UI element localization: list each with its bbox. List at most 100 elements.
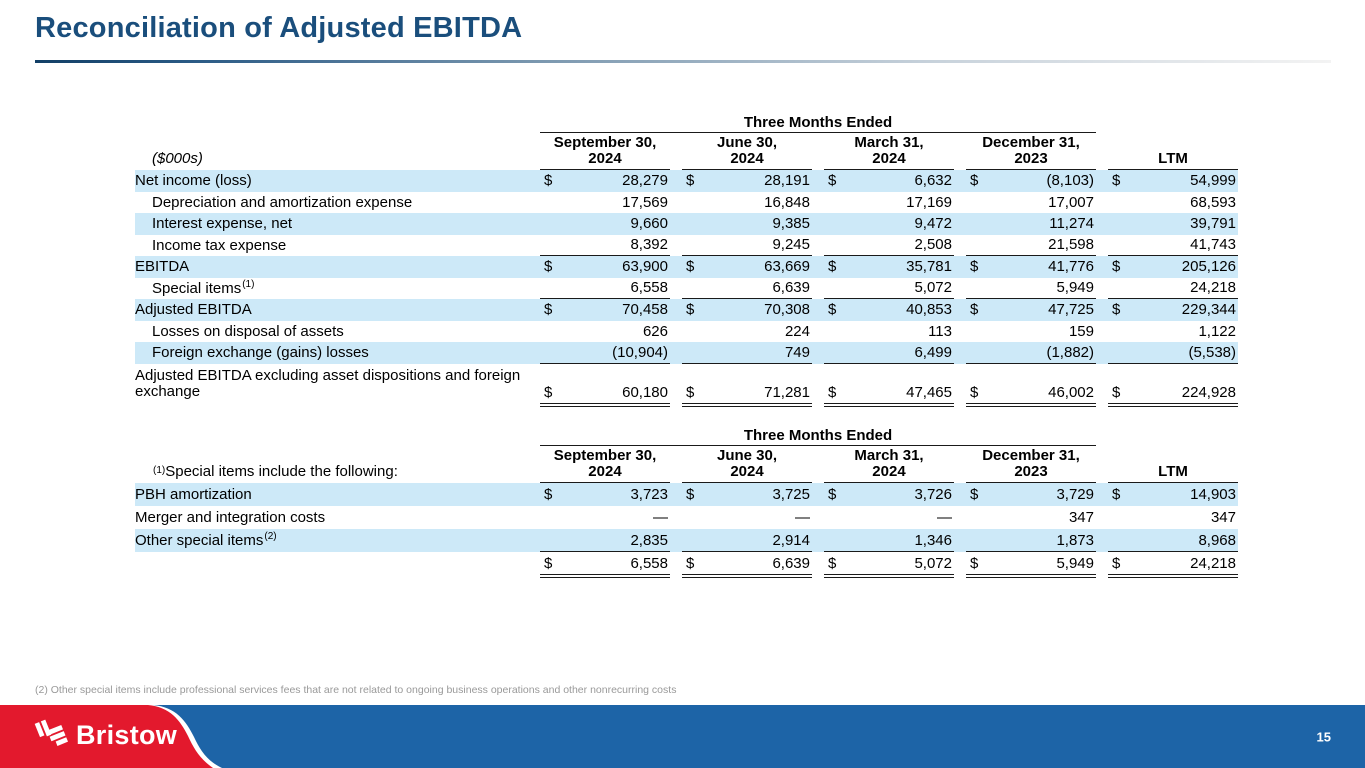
table-row: $6,558 $6,639 $5,072 $5,949 $24,218 <box>135 552 1238 578</box>
cell-value: 71,281 <box>764 383 810 401</box>
cell-value: 1,346 <box>914 531 952 549</box>
currency-symbol: $ <box>828 486 837 503</box>
cell-value: 24,218 <box>1190 279 1236 297</box>
value-cell: $71,281 <box>670 364 812 407</box>
table-row: Foreign exchange (gains) losses (10,904) 7… <box>135 342 1238 364</box>
value-cell: 9,472 <box>812 213 954 235</box>
table-group-header-row: Three Months Ended <box>135 113 1238 133</box>
cell-value: 63,900 <box>622 258 668 276</box>
row-label: Foreign exchange (gains) losses <box>152 344 369 362</box>
column-header: March 31, 2024 <box>812 446 954 483</box>
value-cell: 17,569 <box>528 192 670 214</box>
value-cell: $40,853 <box>812 299 954 321</box>
table-row: Net income (loss) $28,279 $28,191 $6,632 $ (8… <box>135 170 1238 192</box>
cell-value: 5,072 <box>914 279 952 297</box>
value-cell: 17,169 <box>812 192 954 214</box>
currency-symbol: $ <box>828 383 837 401</box>
currency-symbol: $ <box>544 172 553 190</box>
value-cell: $3,723 <box>528 483 670 506</box>
value-cell: $3,725 <box>670 483 812 506</box>
cell-value: 3,723 <box>630 486 668 503</box>
value-cell: $ (8,103) <box>954 170 1096 192</box>
value-cell: $70,308 <box>670 299 812 321</box>
table-row: Interest expense, net 9,660 9,385 9,472 11,2… <box>135 213 1238 235</box>
value-cell: $28,191 <box>670 170 812 192</box>
currency-symbol: $ <box>686 172 695 190</box>
cell-value: (5,538) <box>1188 343 1236 361</box>
cell-value: 749 <box>784 343 810 361</box>
cell-value: 6,558 <box>630 279 668 297</box>
value-cell: 21,598 <box>954 235 1096 256</box>
currency-symbol: $ <box>1112 383 1121 401</box>
cell-value: 35,781 <box>906 258 952 276</box>
value-cell: 2,914 <box>670 529 812 552</box>
currency-symbol: $ <box>1112 554 1121 572</box>
cell-value: 46,002 <box>1048 383 1094 401</box>
value-cell: (5,538) <box>1096 342 1238 364</box>
column-header: September 30, 2024 <box>528 446 670 483</box>
cell-value: 205,126 <box>1181 258 1236 276</box>
value-cell: $41,776 <box>954 256 1096 278</box>
table-row: PBH amortization $3,723 $3,725 $3,726 $3,729… <box>135 483 1238 506</box>
column-header-label: June 30, 2024 <box>682 446 812 483</box>
value-cell: $46,002 <box>954 364 1096 407</box>
currency-symbol: $ <box>544 383 553 401</box>
currency-symbol: $ <box>970 172 979 190</box>
bristow-wordmark: Bristow <box>76 720 178 750</box>
value-cell: 749 <box>670 342 812 364</box>
value-cell: 2,508 <box>812 235 954 256</box>
footer-red-swoosh <box>0 705 222 768</box>
cell-value: 347 <box>1210 509 1236 526</box>
group-header-spacer <box>135 113 528 133</box>
column-header-label: September 30, 2024 <box>540 133 670 170</box>
group-header-ltm-spacer <box>1096 426 1238 446</box>
table-row: Income tax expense 8,392 9,245 2,508 21,598 4… <box>135 235 1238 256</box>
corner-text: Special items include the following: <box>165 463 398 480</box>
value-cell: $224,928 <box>1096 364 1238 407</box>
cell-value: 16,848 <box>764 193 810 211</box>
value-cell: $3,726 <box>812 483 954 506</box>
row-label: Interest expense, net <box>152 215 293 233</box>
value-cell: (1,882) <box>954 342 1096 364</box>
cell-value: 1,122 <box>1198 322 1236 340</box>
value-cell: 1,346 <box>812 529 954 552</box>
column-header: December 31, 2023 <box>954 133 1096 170</box>
value-cell: 16,848 <box>670 192 812 214</box>
value-cell: $229,344 <box>1096 299 1238 321</box>
cell-value: 40,853 <box>906 301 952 319</box>
row-label: Merger and integration costs <box>135 509 326 526</box>
currency-symbol: $ <box>686 486 695 503</box>
cell-value: 6,632 <box>914 172 952 190</box>
table-group-header-row: Three Months Ended <box>135 426 1238 446</box>
row-label: Adjusted EBITDA excluding asset disposit… <box>135 366 521 400</box>
row-label: Adjusted EBITDA <box>135 301 252 319</box>
value-cell: $6,632 <box>812 170 954 192</box>
currency-symbol: $ <box>1112 258 1121 276</box>
currency-symbol: $ <box>970 383 979 401</box>
cell-value: 9,245 <box>772 236 810 254</box>
value-cell: $24,218 <box>1096 552 1238 578</box>
row-label: Losses on disposal of assets <box>152 322 344 340</box>
cell-value: 3,725 <box>772 486 810 503</box>
cell-value: 9,385 <box>772 215 810 233</box>
value-cell: 9,245 <box>670 235 812 256</box>
row-label: Net income (loss) <box>135 172 252 190</box>
column-header-label: December 31, 2023 <box>966 133 1096 170</box>
value-cell: $54,999 <box>1096 170 1238 192</box>
currency-symbol: $ <box>544 301 553 319</box>
value-cell: 68,593 <box>1096 192 1238 214</box>
value-cell: 626 <box>528 321 670 343</box>
value-cell: 347 <box>1096 506 1238 529</box>
cell-value: 6,499 <box>914 343 952 361</box>
special-items-detail-table: Three Months Ended (1) Special items incl… <box>135 426 1238 578</box>
cell-value: 14,903 <box>1190 486 1236 503</box>
cell-value: 47,465 <box>906 383 952 401</box>
value-cell: 113 <box>812 321 954 343</box>
cell-value: 8,392 <box>630 236 668 254</box>
currency-symbol: $ <box>1112 172 1121 190</box>
value-cell: $47,465 <box>812 364 954 407</box>
value-cell: — <box>670 506 812 529</box>
cell-value: (8,103) <box>1046 172 1094 190</box>
cell-value: 347 <box>1068 509 1094 526</box>
group-header-label: Three Months Ended <box>540 113 1096 133</box>
